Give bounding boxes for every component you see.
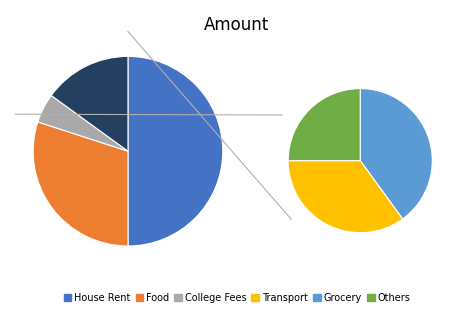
Wedge shape bbox=[128, 56, 223, 246]
Wedge shape bbox=[288, 161, 402, 233]
Wedge shape bbox=[288, 89, 360, 161]
Wedge shape bbox=[51, 56, 128, 151]
Wedge shape bbox=[33, 122, 128, 246]
Legend: House Rent, Food, College Fees, Transport, Grocery, Others: House Rent, Food, College Fees, Transpor… bbox=[60, 289, 414, 307]
Wedge shape bbox=[360, 89, 432, 219]
Wedge shape bbox=[38, 95, 128, 151]
Text: Amount: Amount bbox=[204, 16, 270, 34]
